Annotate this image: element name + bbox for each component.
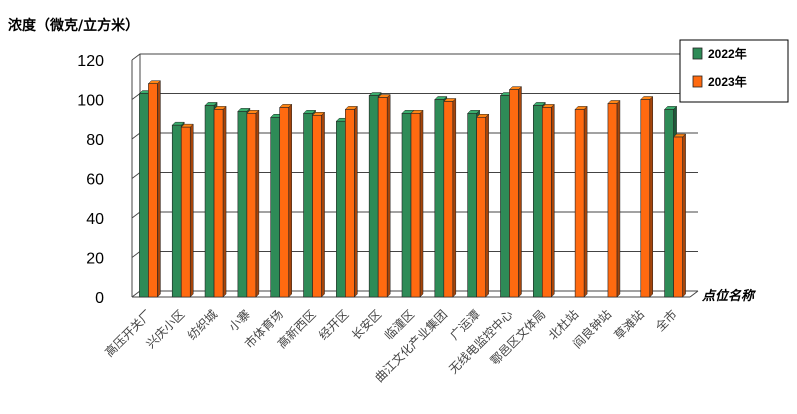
y-tick-label: 100 — [77, 93, 104, 110]
y-tick-label: 40 — [86, 211, 104, 228]
floor-edge — [689, 290, 699, 298]
legend-swatch-2022 — [692, 47, 703, 60]
bar-layer — [138, 80, 687, 298]
category-label: 全市 — [652, 307, 680, 335]
category-label: 小寨 — [225, 307, 253, 335]
bar-2023 — [147, 80, 162, 298]
category-label: 草滩站 — [612, 307, 647, 342]
bar-2023 — [476, 113, 490, 298]
bar-2023 — [180, 123, 194, 298]
bar-2023 — [541, 103, 555, 298]
bar-2023 — [377, 93, 391, 298]
bar-2023 — [607, 99, 621, 298]
bar-2023 — [246, 109, 260, 298]
category-label: 经开区 — [316, 307, 351, 342]
y-tick-label: 20 — [86, 251, 104, 268]
y-tick-label: 120 — [77, 53, 104, 70]
bar-2023 — [213, 105, 227, 298]
y-axis-title: 浓度（微克/立方米） — [8, 17, 139, 34]
bar-2023 — [640, 95, 654, 298]
category-label: 高压开关厂 — [101, 307, 154, 360]
bar-2023 — [344, 105, 358, 298]
bar-2023 — [443, 97, 457, 298]
bar-2023 — [279, 103, 293, 298]
legend-swatch-2023 — [692, 75, 703, 88]
bar-2023 — [311, 111, 326, 298]
bar-2023 — [508, 86, 523, 298]
bar-2023 — [672, 133, 687, 298]
y-tick-label: 80 — [86, 132, 104, 149]
legend-label-2022: 2022年 — [708, 46, 747, 61]
bar-2023 — [410, 109, 424, 298]
y-tick-label: 0 — [95, 290, 104, 307]
y-tick-label: 60 — [86, 172, 104, 189]
bar-2023 — [574, 105, 588, 298]
legend: 2022年 2023年 — [679, 39, 789, 103]
legend-label-2023: 2023年 — [708, 74, 747, 89]
category-label: 纺织城 — [185, 307, 220, 342]
category-label: 长安区 — [348, 307, 384, 343]
x-axis-title: 点位名称 — [701, 288, 757, 304]
